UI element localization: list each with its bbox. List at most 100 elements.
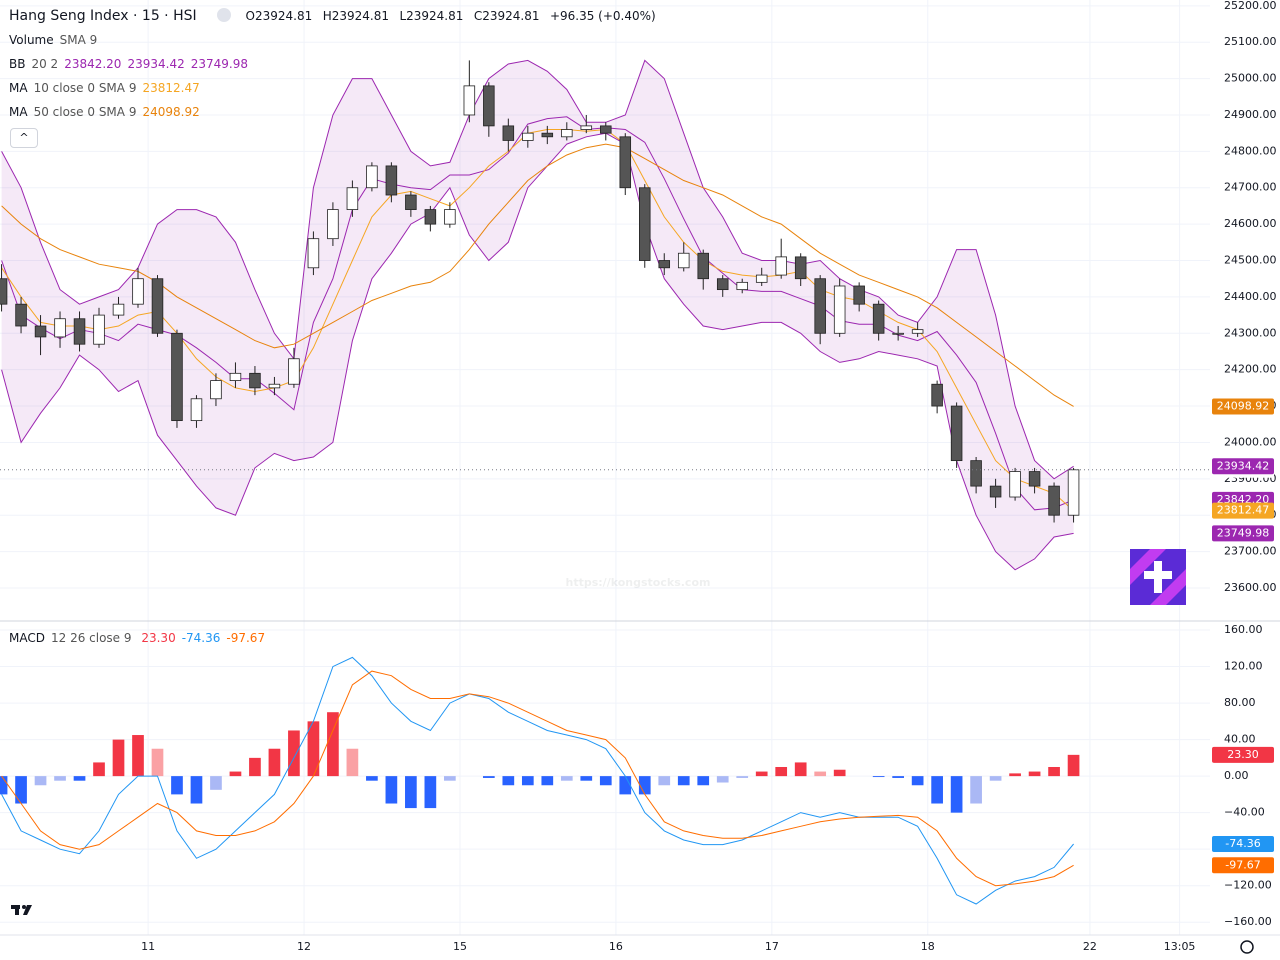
- macd-histogram-bar: [1009, 773, 1021, 777]
- indicator-row: MA 50 close 0 SMA 9 24098.92: [9, 104, 206, 120]
- collapse-button[interactable]: ^: [10, 128, 38, 148]
- macd-histogram-bar: [638, 776, 651, 795]
- x-tick-label: 12: [297, 940, 311, 953]
- settings-icon[interactable]: [1240, 940, 1254, 954]
- y-tick-label: −120.00: [1224, 879, 1272, 892]
- header: Hang Seng Index · 15 · HSI O23924.81 H23…: [9, 8, 662, 24]
- brand-logo: [1130, 549, 1186, 605]
- macd-histogram-bar: [833, 769, 846, 777]
- candle-body: [814, 278, 826, 334]
- macd-histogram-bar: [249, 757, 261, 777]
- candle-body: [405, 194, 417, 210]
- candle-body: [15, 303, 27, 327]
- candle-body: [892, 332, 904, 335]
- macd-histogram-bar: [151, 748, 164, 777]
- candle-body: [950, 405, 963, 462]
- y-tick-label: 0.00: [1224, 769, 1249, 782]
- candle-body: [34, 325, 47, 338]
- macd-line-value: -74.36: [181, 631, 221, 645]
- candle-body: [54, 318, 66, 338]
- candle-body: [755, 274, 768, 283]
- indicator-value: 23749.98: [190, 57, 248, 71]
- macd-histogram-bar: [560, 776, 573, 781]
- macd-histogram-bar: [366, 776, 378, 781]
- price-badge: 24098.92: [1212, 398, 1274, 415]
- y-tick-label: 24900.00: [1224, 108, 1277, 121]
- macd-histogram-bar: [190, 776, 203, 804]
- macd-histogram-bar: [775, 766, 788, 777]
- y-tick-label: 23600.00: [1224, 581, 1277, 594]
- macd-histogram-bar: [619, 776, 632, 795]
- candle-body: [288, 358, 300, 385]
- y-tick-label: 25000.00: [1224, 72, 1277, 85]
- tv-logo: [11, 905, 32, 915]
- macd-histogram-bar: [736, 776, 749, 778]
- candle-body: [522, 132, 534, 141]
- macd-histogram-bar: [34, 776, 47, 786]
- price-badge-label: -74.36: [1225, 837, 1260, 850]
- candle-body: [424, 209, 437, 225]
- price-badge: -74.36: [1212, 836, 1274, 853]
- macd-histogram-bar: [229, 771, 242, 777]
- macd-histogram-bar: [93, 762, 105, 777]
- candle-body: [639, 187, 651, 261]
- price-badge: 23812.47: [1212, 502, 1274, 519]
- price-badge-label: 23812.47: [1217, 504, 1270, 517]
- macd-histogram-bar: [132, 735, 144, 777]
- candle-body: [716, 278, 729, 291]
- band-fill: [1, 60, 1074, 570]
- macd-hist-value: 23.30: [141, 631, 176, 645]
- macd-histogram-bar: [405, 776, 417, 809]
- macd-line: [1, 656, 1074, 905]
- candle-body: [697, 252, 709, 280]
- macd-histogram-bar: [444, 776, 456, 781]
- macd-histogram-bar: [697, 776, 710, 786]
- macd-histogram-bar: [385, 776, 398, 804]
- macd-histogram-bar: [0, 776, 8, 795]
- candle-body: [736, 281, 748, 291]
- y-tick-label: −40.00: [1224, 806, 1265, 819]
- indicator-name: BB: [9, 57, 26, 71]
- macd-histogram-bar: [210, 776, 222, 790]
- macd-histogram-bar: [1067, 754, 1080, 777]
- y-tick-label: 80.00: [1224, 696, 1256, 709]
- candle-body: [385, 165, 398, 196]
- candle-body: [658, 260, 671, 269]
- indicator-name: Volume: [9, 33, 54, 47]
- macd-line: [1, 670, 1074, 887]
- macd-histogram-bar: [677, 776, 690, 786]
- indicator-name: MA: [9, 105, 28, 119]
- y-tick-label: 24200.00: [1224, 363, 1277, 376]
- price-badge-label: -97.67: [1225, 858, 1260, 871]
- macd-histogram-bar: [541, 776, 554, 786]
- candle-body: [210, 380, 222, 400]
- candle-body: [561, 129, 573, 138]
- macd-histogram-bar: [599, 776, 612, 786]
- candle-body: [1048, 485, 1060, 516]
- candle-body: [911, 329, 924, 334]
- y-tick-label: 160.00: [1224, 623, 1263, 636]
- ohlc-close: C23924.81: [473, 9, 540, 23]
- macd-histogram-bar: [658, 776, 671, 786]
- macd-histogram-bar: [580, 776, 593, 781]
- indicator-line: [1, 143, 1074, 407]
- candle-body: [366, 165, 378, 189]
- candle-body: [872, 303, 885, 334]
- candle-body: [989, 485, 1002, 498]
- macd-params: 12 26 close 9: [50, 631, 132, 645]
- x-tick-label: 13:05: [1164, 940, 1196, 953]
- x-tick-label: 11: [141, 940, 155, 953]
- price-badge-box: [1212, 525, 1274, 542]
- candle-body: [1028, 471, 1041, 487]
- candle-body: [327, 209, 339, 240]
- indicator-row: BB 20 2 23842.20 23934.42 23749.98: [9, 56, 254, 72]
- macd-legend: MACD 12 26 close 9 23.30 -74.36 -97.67: [9, 630, 271, 646]
- y-tick-label: 24500.00: [1224, 254, 1277, 267]
- toggle-icon[interactable]: [217, 8, 232, 22]
- candle-body: [112, 303, 125, 316]
- y-tick-label: 23700.00: [1224, 545, 1277, 558]
- candle-body: [0, 278, 8, 305]
- price-badge-box: [1212, 502, 1274, 519]
